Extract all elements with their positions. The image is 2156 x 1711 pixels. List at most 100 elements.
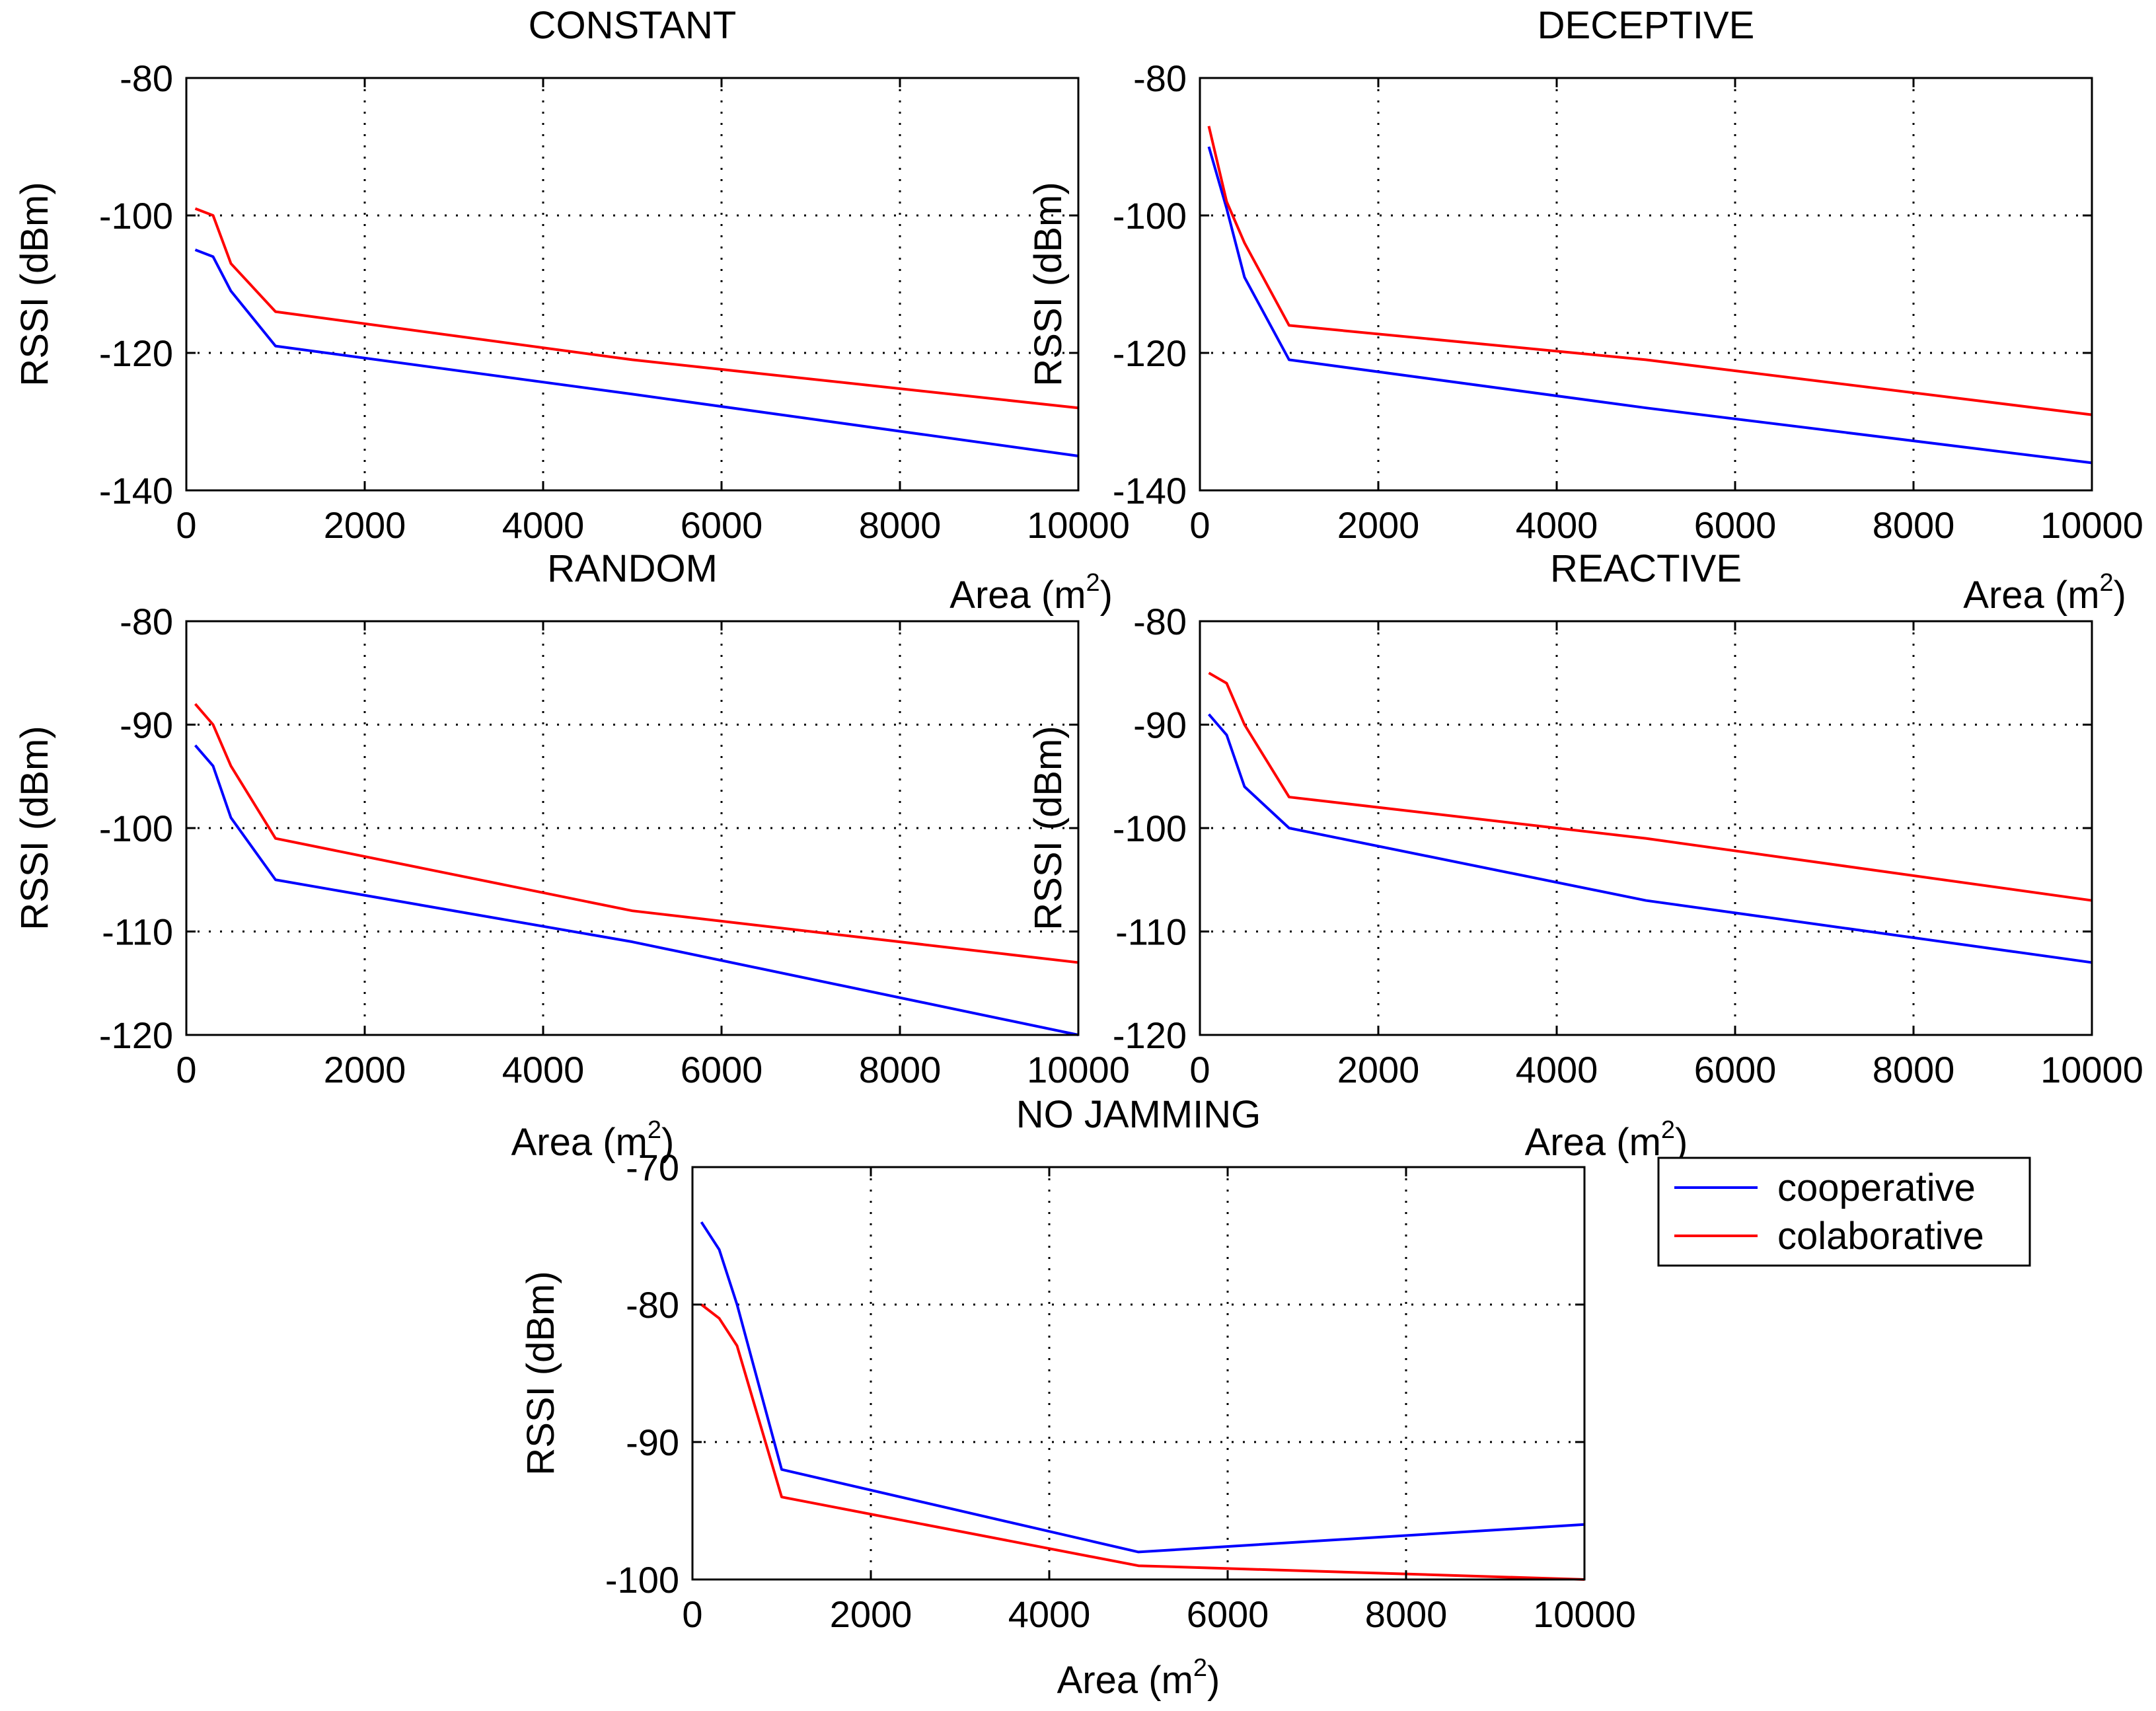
no-jamming-ytick-label-1: -90 — [626, 1422, 679, 1463]
no-jamming-xtick-label-1: 2000 — [830, 1593, 912, 1635]
constant-xlabel: Area (m2) — [949, 569, 1113, 617]
constant-ytick-label-1: -120 — [99, 332, 173, 374]
random-xtick-label-5: 10000 — [1027, 1049, 1130, 1090]
reactive-xtick-label-1: 2000 — [1337, 1049, 1420, 1090]
random-xtick-label-2: 4000 — [502, 1049, 585, 1090]
random-ytick-label-0: -120 — [99, 1014, 173, 1056]
random-series-colaborative — [194, 703, 1079, 964]
no-jamming-ytick-label-2: -80 — [626, 1284, 679, 1326]
constant-axes-box — [185, 77, 1080, 492]
panel-random: 0 2000 4000 6000 8000 10000 -120 -110 -100 -90 -80… — [13, 547, 1130, 1164]
reactive-ytick-label-0: -120 — [1113, 1014, 1187, 1056]
reactive-series-cooperative — [1207, 713, 2093, 964]
random-series-cooperative — [194, 744, 1079, 1036]
reactive-title: REACTIVE — [1550, 547, 1742, 590]
legend-label-cooperative: cooperative — [1777, 1166, 1976, 1209]
no-jamming-series-colaborative — [700, 1303, 1585, 1581]
deceptive-series-colaborative — [1207, 126, 2093, 416]
constant-xlabel-close: ) — [1100, 574, 1113, 617]
constant-xtick-label-4: 8000 — [859, 504, 942, 546]
no-jamming-xlabel-close: ) — [1207, 1659, 1220, 1702]
constant-xlabel-text: Area (m — [949, 574, 1086, 617]
random-xlabel-text: Area (m — [511, 1121, 648, 1164]
random-ytick-label-4: -80 — [120, 601, 173, 642]
deceptive-xtick-label-0: 0 — [1189, 504, 1210, 546]
no-jamming-xtick-label-2: 4000 — [1008, 1593, 1091, 1635]
random-xtick-label-3: 6000 — [681, 1049, 763, 1090]
deceptive-axes-box — [1199, 77, 2093, 492]
no-jamming-xtick-label-3: 6000 — [1187, 1593, 1269, 1635]
legend-box — [1657, 1157, 2031, 1267]
constant-xtick-label-3: 6000 — [681, 504, 763, 546]
deceptive-xlabel: Area (m2) — [1963, 569, 2126, 617]
no-jamming-axes-box — [691, 1166, 1586, 1581]
deceptive-series-cooperative — [1207, 146, 2093, 465]
random-ylabel: RSSI (dBm) — [13, 726, 56, 930]
no-jamming-ytick-label-0: -100 — [605, 1559, 679, 1601]
random-xlabel-close: ) — [661, 1121, 674, 1164]
legend: cooperative colaborative — [1657, 1157, 2031, 1267]
reactive-ytick-label-1: -110 — [1115, 911, 1187, 953]
panel-reactive: 0 2000 4000 6000 8000 10000-120-110-100-90-80… — [1027, 547, 2143, 1164]
deceptive-ylabel: RSSI (dBm) — [1027, 182, 1070, 386]
constant-ytick-label-2: -100 — [99, 195, 173, 237]
no-jamming-xlabel-sup: 2 — [1193, 1654, 1207, 1682]
deceptive-xtick-label-3: 6000 — [1694, 504, 1777, 546]
reactive-axes-box — [1199, 620, 2093, 1036]
deceptive-xtick-label-4: 8000 — [1873, 504, 1955, 546]
random-xlabel: Area (m2) — [511, 1116, 675, 1164]
reactive-xtick-label-3: 6000 — [1694, 1049, 1777, 1090]
reactive-ylabel: RSSI (dBm) — [1027, 726, 1070, 930]
deceptive-xlabel-text: Area (m — [1963, 574, 2099, 617]
random-axes-box — [185, 620, 1080, 1036]
reactive-xlabel-close: ) — [1675, 1121, 1688, 1164]
no-jamming-ylabel: RSSI (dBm) — [519, 1271, 562, 1475]
constant-xlabel-sup: 2 — [1086, 569, 1100, 597]
reactive-ytick-label-2: -100 — [1113, 808, 1187, 849]
no-jamming-xtick-label-0: 0 — [682, 1593, 702, 1635]
no-jamming-ytick-label-3: -70 — [626, 1147, 679, 1188]
deceptive-ytick-label-3: -80 — [1133, 57, 1187, 99]
random-xtick-label-4: 8000 — [859, 1049, 942, 1090]
constant-ytick-label-0: -140 — [99, 470, 173, 512]
legend-label-colaborative: colaborative — [1777, 1215, 1984, 1258]
constant-xtick-label-2: 4000 — [502, 504, 585, 546]
reactive-ytick-label-3: -90 — [1133, 704, 1187, 746]
random-ytick-label-1: -110 — [102, 911, 173, 953]
no-jamming-xtick-label-5: 10000 — [1533, 1593, 1636, 1635]
panel-deceptive: 0 2000 4000 6000 8000 10000-140-120-100-80DEC… — [1027, 4, 2143, 617]
random-title: RANDOM — [547, 547, 718, 590]
deceptive-ytick-label-2: -100 — [1113, 195, 1187, 237]
random-xtick-label-1: 2000 — [324, 1049, 406, 1090]
constant-series-colaborative — [194, 207, 1079, 410]
constant-ytick-label-3: -80 — [120, 57, 173, 99]
deceptive-xtick-label-5: 10000 — [2040, 504, 2143, 546]
reactive-xlabel-sup: 2 — [1661, 1116, 1675, 1144]
deceptive-ytick-label-1: -120 — [1113, 332, 1187, 374]
random-ytick-label-2: -100 — [99, 808, 173, 849]
deceptive-title: DECEPTIVE — [1538, 4, 1755, 47]
no-jamming-xtick-label-4: 8000 — [1365, 1593, 1448, 1635]
random-ytick-label-3: -90 — [120, 704, 173, 746]
deceptive-xtick-label-1: 2000 — [1337, 504, 1420, 546]
reactive-xlabel-text: Area (m — [1525, 1121, 1661, 1164]
random-xlabel-sup: 2 — [648, 1116, 661, 1144]
reactive-series-colaborative — [1208, 671, 2093, 902]
panel-constant: 0 2000 4000 6000 8000 10000 -140 -120 -100 -80 CON… — [13, 4, 1130, 617]
reactive-xtick-label-5: 10000 — [2040, 1049, 2143, 1090]
constant-series-cooperative — [194, 248, 1079, 457]
reactive-xtick-label-4: 8000 — [1873, 1049, 1955, 1090]
constant-title: CONSTANT — [529, 4, 737, 47]
deceptive-xlabel-sup: 2 — [2100, 569, 2114, 597]
reactive-xtick-label-2: 4000 — [1516, 1049, 1598, 1090]
random-xtick-label-0: 0 — [176, 1049, 196, 1090]
no-jamming-xlabel-text: Area (m — [1057, 1659, 1193, 1702]
constant-xtick-label-1: 2000 — [324, 504, 406, 546]
panel-no-jamming: 0 2000 4000 6000 8000 10000 -100 -90 -80 -70 NO JA… — [519, 1093, 1636, 1702]
no-jamming-title: NO JAMMING — [1016, 1093, 1261, 1136]
no-jamming-series-cooperative — [700, 1221, 1585, 1554]
constant-ylabel: RSSI (dBm) — [13, 182, 56, 386]
constant-xtick-label-0: 0 — [176, 504, 196, 546]
deceptive-xlabel-close: ) — [2114, 574, 2126, 617]
